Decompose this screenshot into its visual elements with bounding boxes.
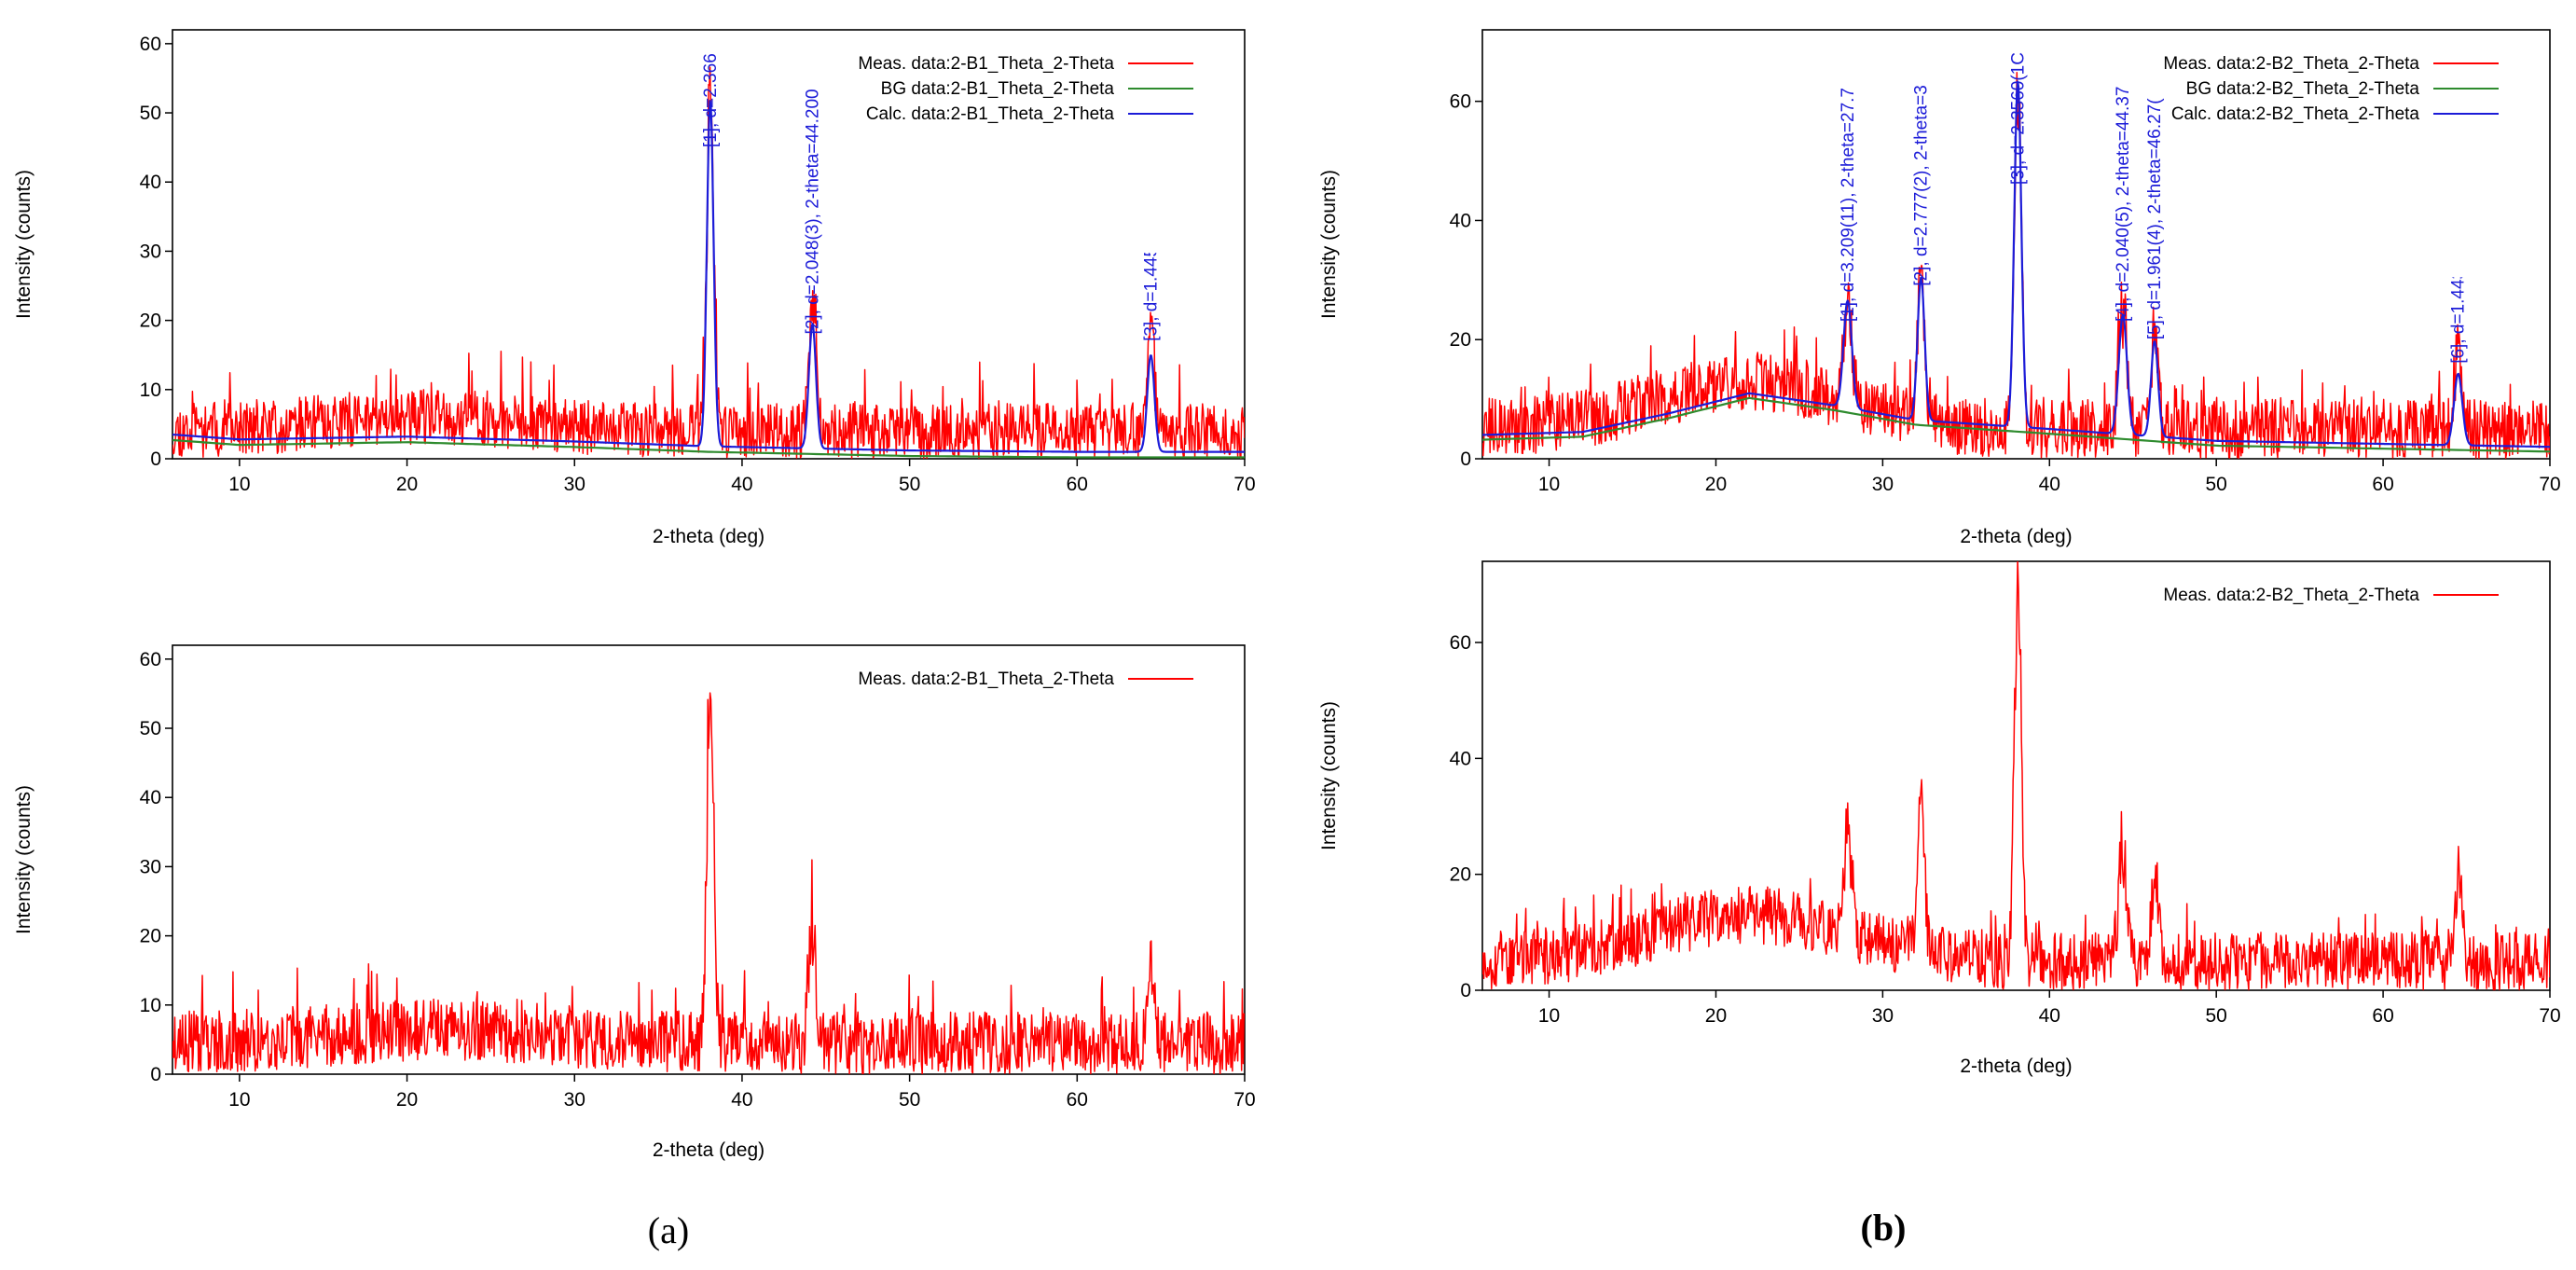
peak-label: [4], d=2.040(5), 2-theta=44.37 [2114,87,2133,322]
series-line-bg [1482,396,2550,453]
y-tick-label: 60 [1450,632,1471,654]
x-tick-label: 30 [564,1089,585,1111]
y-tick-label: 0 [1460,449,1471,470]
legend-entry-label: Meas. data:2-B2_Theta_2-Theta [2163,586,2419,605]
peak-label: [2], d=2.048(3), 2-theta=44.200 [803,89,822,334]
x-tick-label: 20 [396,1089,418,1111]
y-tick-label: 10 [140,380,161,401]
y-tick-label: 50 [140,718,161,739]
peak-label: [5], d=1.961(4), 2-theta=46.27( [2145,98,2165,339]
y-tick-label: 40 [140,172,161,193]
y-axis-label: Intensity (counts) [1318,701,1340,850]
x-tick-label: 30 [564,474,585,495]
series-line-meas [1482,561,2550,990]
plot-frame [1481,29,2551,460]
peak-label: [3], d=2.3560(1C [2008,52,2028,185]
x-tick-label: 20 [396,474,418,495]
y-tick-label: 30 [140,241,161,262]
legend-entry-label: BG data:2-B1_Theta_2-Theta [881,79,1115,99]
x-tick-label: 70 [2539,474,2560,495]
caption-a: (a) [648,1209,689,1251]
panel-a-top-chart: 0 10 20 30 40 50 60 10 20 30 40 50 60 70 2-theta (deg)… [13,29,1256,547]
x-axis-label: 2-theta (deg) [653,1139,765,1161]
y-tick-label: 10 [140,995,161,1016]
x-axis-label: 2-theta (deg) [653,526,765,547]
x-tick-label: 10 [228,474,250,495]
legend-entry-label: Meas. data:2-B1_Theta_2-Theta [858,670,1114,689]
x-tick-label: 60 [1067,474,1088,495]
x-tick-label: 60 [2372,474,2393,495]
x-tick-label: 50 [2206,474,2227,495]
panel-a-bottom-chart: 0 10 20 30 40 50 60 10 20 30 40 50 60 70 2-theta (deg)… [13,644,1256,1161]
y-tick-label: 20 [1450,329,1471,351]
x-tick-label: 10 [1538,1005,1560,1027]
y-axis-label: Intensity (counts) [1318,170,1340,319]
y-tick-label: 0 [150,1064,161,1085]
y-tick-label: 50 [140,103,161,124]
x-tick-label: 40 [2039,474,2060,495]
legend-entry-label: Calc. data:2-B1_Theta_2-Theta [866,104,1115,124]
x-tick-label: 20 [1705,1005,1727,1027]
x-axis-label: 2-theta (deg) [1960,526,2072,547]
x-tick-label: 20 [1705,474,1727,495]
x-tick-label: 50 [899,474,920,495]
y-tick-label: 60 [140,34,161,55]
x-tick-label: 30 [1872,1005,1894,1027]
y-axis-label: Intensity (counts) [13,785,34,934]
y-tick-label: 40 [140,787,161,808]
plot-frame [172,644,1246,1075]
series-line-bg [172,438,1245,459]
x-tick-label: 10 [228,1089,250,1111]
legend-entry-label: Calc. data:2-B2_Theta_2-Theta [2171,104,2420,124]
peak-label: [3], d=1.4455(4), 2-theta=64.400 [1141,86,1161,341]
x-tick-label: 40 [731,1089,752,1111]
x-tick-label: 60 [2372,1005,2393,1027]
x-tick-label: 30 [1872,474,1894,495]
x-tick-label: 70 [2539,1005,2560,1027]
peak-label: [1], d=2.366 [701,53,721,147]
x-tick-label: 70 [1233,1089,1255,1111]
y-tick-label: 0 [1460,980,1471,1001]
peak-label: [6], d=1.4432(14), 2-theta=64.51( [2449,102,2469,364]
panel-b-top-chart: 0 20 40 60 10 20 30 40 50 60 70 2-theta (deg) Intens… [1318,29,2561,547]
y-tick-label: 20 [140,311,161,332]
y-tick-label: 0 [150,449,161,470]
panel-b-bottom-chart: 0 20 40 60 10 20 30 40 50 60 70 2-theta (deg) Intens… [1318,560,2561,1077]
x-tick-label: 40 [731,474,752,495]
x-tick-label: 40 [2039,1005,2060,1027]
y-tick-label: 20 [1450,864,1471,886]
x-tick-label: 60 [1067,1089,1088,1111]
y-tick-label: 20 [140,926,161,947]
y-tick-label: 30 [140,856,161,877]
legend-entry-label: Meas. data:2-B2_Theta_2-Theta [2163,54,2419,74]
y-tick-label: 40 [1450,210,1471,231]
peak-label: [1], d=3.209(11), 2-theta=27.7 [1839,88,1858,322]
series-line-calc [172,100,1245,453]
y-axis-label: Intensity (counts) [13,170,34,319]
x-tick-label: 50 [2206,1005,2227,1027]
y-tick-label: 40 [1450,748,1471,769]
caption-b: (b) [1861,1207,1907,1249]
series-line-calc [1482,80,2550,449]
x-tick-label: 70 [1233,474,1255,495]
x-axis-label: 2-theta (deg) [1960,1056,2072,1077]
x-tick-label: 10 [1538,474,1560,495]
series-line-meas [172,692,1245,1074]
legend-entry-label: BG data:2-B2_Theta_2-Theta [2186,79,2420,99]
peak-label: [2], d=2.777(2), 2-theta=3 [1912,85,1932,286]
x-tick-label: 50 [899,1089,920,1111]
y-tick-label: 60 [140,649,161,670]
legend-entry-label: Meas. data:2-B1_Theta_2-Theta [858,54,1114,74]
plot-frame [172,29,1246,460]
y-tick-label: 60 [1450,91,1471,113]
plot-frame [1481,560,2551,991]
